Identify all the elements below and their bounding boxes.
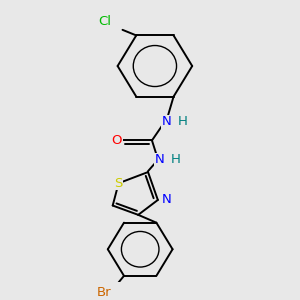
Text: N: N [162, 194, 172, 206]
Text: O: O [111, 134, 122, 147]
Text: N: N [162, 115, 172, 128]
Text: S: S [114, 177, 123, 190]
Text: H: H [171, 154, 181, 166]
Text: N: N [155, 154, 165, 166]
Text: Cl: Cl [98, 15, 111, 28]
Text: H: H [178, 115, 187, 128]
Text: Br: Br [97, 286, 112, 299]
